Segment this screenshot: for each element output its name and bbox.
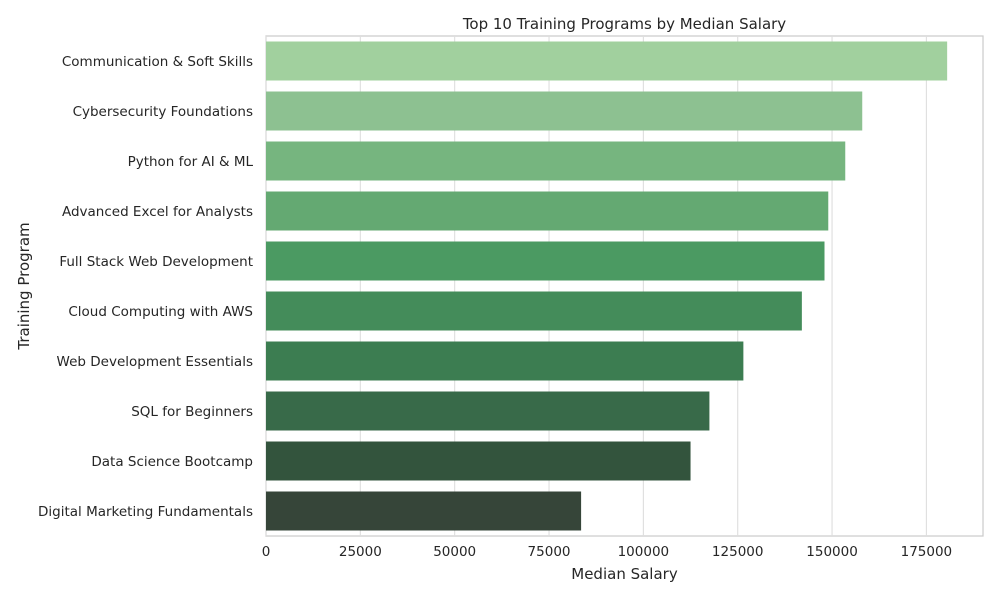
category-label: Advanced Excel for Analysts [62, 204, 253, 220]
chart-title: Top 10 Training Programs by Median Salar… [462, 15, 786, 33]
bar [266, 41, 948, 81]
category-label: Python for AI & ML [128, 154, 254, 170]
category-label: SQL for Beginners [131, 404, 253, 420]
bar [266, 141, 846, 181]
x-tick-label: 150000 [806, 544, 858, 560]
bar [266, 391, 710, 431]
bar [266, 91, 863, 131]
category-label: Digital Marketing Fundamentals [38, 504, 253, 520]
y-category-labels: Communication & Soft Skills Cybersecurity… [38, 54, 253, 520]
x-tick-labels: 0 25000 50000 75000 100000 125000 150000 175000 [262, 544, 952, 560]
bar [266, 441, 691, 481]
x-tick-label: 125000 [712, 544, 764, 560]
y-axis-label: Training Program [15, 222, 33, 350]
bar [266, 341, 744, 381]
bar [266, 491, 582, 531]
category-label: Cybersecurity Foundations [73, 104, 253, 120]
x-tick-label: 175000 [901, 544, 953, 560]
category-label: Communication & Soft Skills [62, 54, 253, 70]
category-label: Cloud Computing with AWS [68, 304, 253, 320]
x-tick-label: 25000 [339, 544, 382, 560]
bar [266, 191, 829, 231]
category-label: Web Development Essentials [57, 354, 253, 370]
bar [266, 241, 825, 281]
x-tick-label: 50000 [433, 544, 476, 560]
category-label: Data Science Bootcamp [91, 454, 253, 470]
x-axis-label: Median Salary [571, 565, 678, 583]
x-tick-label: 0 [262, 544, 271, 560]
category-label: Full Stack Web Development [59, 254, 253, 270]
x-tick-label: 100000 [618, 544, 670, 560]
x-tick-label: 75000 [528, 544, 571, 560]
bars [266, 41, 948, 531]
bar [266, 291, 802, 331]
